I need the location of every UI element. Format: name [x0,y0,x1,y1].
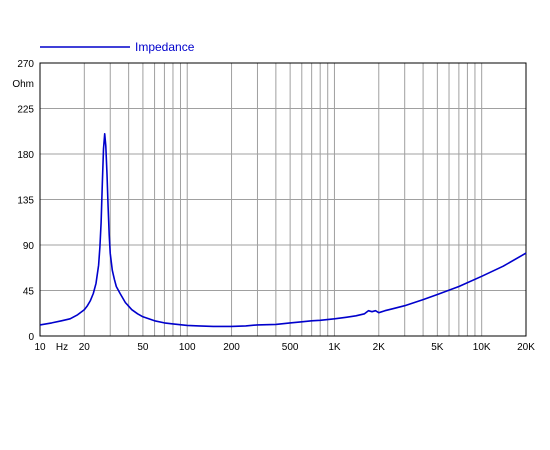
axis-ticks: 0 45 90 135 180 225 270 10 20 50 100 200 500 1K 2K 5K 10… [17,59,535,353]
x-tick-label: 100 [179,342,196,353]
legend-label-impedance: Impedance [135,40,195,54]
x-tick-label: 5K [431,342,444,353]
y-tick-label: 135 [17,196,34,207]
grid [39,62,527,337]
x-tick-label: 10 [34,342,46,353]
plot-frame [39,62,527,337]
y-tick-label: 0 [28,332,34,343]
impedance-series-line [39,133,527,328]
y-tick-label: 90 [23,241,35,252]
chart-legend: Impedance [40,40,195,54]
x-unit-label: Hz [56,342,68,353]
x-tick-label: 50 [137,342,149,353]
y-unit-label: Ohm [12,79,34,90]
x-tick-label: 1K [328,342,341,353]
y-tick-label: 180 [17,150,34,161]
x-tick-label: 2K [373,342,386,353]
x-tick-label: 20 [79,342,91,353]
y-tick-label: 225 [17,105,34,116]
x-tick-label: 10K [473,342,491,353]
x-tick-label: 200 [223,342,240,353]
y-tick-label: 45 [23,287,35,298]
y-tick-label: 270 [17,59,34,70]
x-tick-label: 500 [282,342,299,353]
x-tick-label: 20K [517,342,535,353]
